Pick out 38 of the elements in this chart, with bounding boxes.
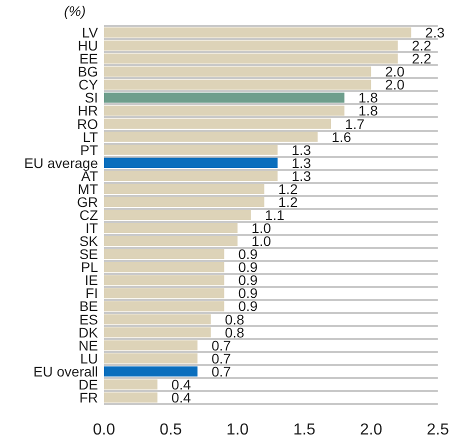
bar xyxy=(104,288,224,298)
x-tick-label: 2.5 xyxy=(426,422,450,438)
bar xyxy=(104,118,332,129)
bar xyxy=(104,353,198,364)
bar xyxy=(104,366,198,376)
bar xyxy=(104,184,264,194)
x-tick-label: 1.5 xyxy=(293,422,316,438)
bar xyxy=(104,262,224,272)
bar xyxy=(104,210,251,220)
bar xyxy=(104,327,211,338)
bar xyxy=(104,158,278,168)
data-label: 1.1 xyxy=(264,207,285,223)
x-tick-label: 0.5 xyxy=(160,422,182,438)
bar xyxy=(104,40,398,51)
bar xyxy=(104,222,238,234)
bar xyxy=(104,144,278,155)
x-tick-label: 2.0 xyxy=(360,422,382,438)
bar xyxy=(104,314,211,324)
bar xyxy=(104,92,344,103)
x-tick-label: 0.0 xyxy=(92,422,116,438)
bar xyxy=(104,236,238,246)
bar xyxy=(104,392,158,403)
bar xyxy=(104,340,198,350)
bar xyxy=(104,80,372,90)
bar xyxy=(104,301,224,312)
bar xyxy=(104,379,158,390)
bar xyxy=(104,249,224,260)
bar xyxy=(104,54,398,64)
bar xyxy=(104,106,344,116)
bar xyxy=(104,275,224,286)
x-tick-label: 1.0 xyxy=(226,422,249,438)
text: (%) xyxy=(64,3,86,19)
y-tick-label: CZ xyxy=(79,207,98,223)
bar xyxy=(104,132,318,142)
bar xyxy=(104,27,412,38)
bar xyxy=(104,196,264,208)
bar xyxy=(104,170,278,181)
bar xyxy=(104,66,372,77)
